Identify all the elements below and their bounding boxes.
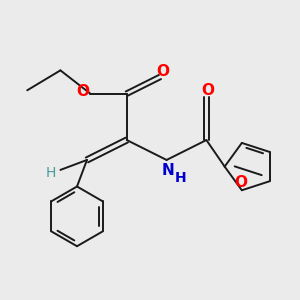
Text: O: O [156, 64, 169, 79]
Text: O: O [202, 83, 214, 98]
Text: O: O [235, 176, 248, 190]
Text: H: H [175, 171, 186, 185]
Text: O: O [76, 84, 89, 99]
Text: N: N [162, 163, 175, 178]
Text: H: H [45, 166, 56, 180]
